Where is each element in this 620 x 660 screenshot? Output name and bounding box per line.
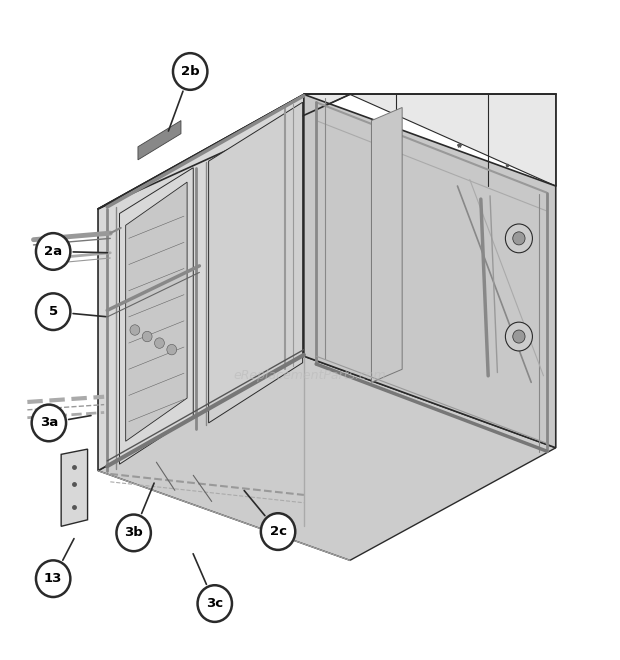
Text: 2c: 2c <box>270 525 286 538</box>
Circle shape <box>36 560 70 597</box>
Polygon shape <box>304 94 556 186</box>
Text: 3c: 3c <box>206 597 223 610</box>
Circle shape <box>167 345 177 355</box>
Polygon shape <box>98 94 350 209</box>
Polygon shape <box>371 108 402 382</box>
Text: 2a: 2a <box>44 245 62 258</box>
Circle shape <box>117 515 151 551</box>
Circle shape <box>173 53 207 90</box>
Text: 3b: 3b <box>124 527 143 539</box>
Polygon shape <box>138 121 181 160</box>
Polygon shape <box>120 168 193 464</box>
Circle shape <box>198 585 232 622</box>
Text: eReplacementParts.com: eReplacementParts.com <box>234 370 386 382</box>
Polygon shape <box>304 94 556 447</box>
Circle shape <box>36 233 70 270</box>
Text: 13: 13 <box>44 572 63 585</box>
Polygon shape <box>98 356 556 560</box>
Polygon shape <box>61 449 87 526</box>
Circle shape <box>142 331 152 342</box>
Polygon shape <box>98 94 304 471</box>
Text: 5: 5 <box>48 305 58 318</box>
Circle shape <box>513 232 525 245</box>
Circle shape <box>261 513 295 550</box>
Circle shape <box>505 322 533 351</box>
Circle shape <box>36 293 70 330</box>
Text: 2b: 2b <box>181 65 200 78</box>
Circle shape <box>130 325 140 335</box>
Text: 3a: 3a <box>40 416 58 430</box>
Circle shape <box>32 405 66 442</box>
Circle shape <box>154 338 164 348</box>
Polygon shape <box>126 182 187 442</box>
Polygon shape <box>208 102 303 423</box>
Circle shape <box>513 330 525 343</box>
Circle shape <box>505 224 533 253</box>
